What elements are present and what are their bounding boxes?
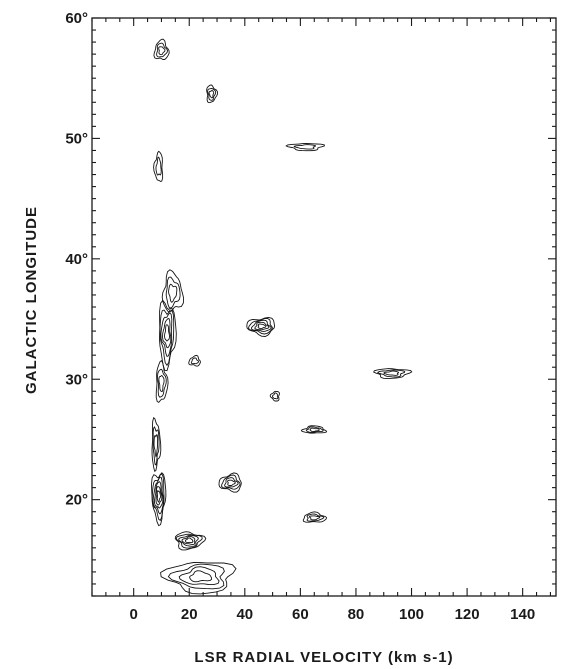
- contour-line: [251, 319, 272, 332]
- contour-line: [373, 368, 413, 380]
- contour-line: [167, 563, 225, 590]
- contour-line: [155, 486, 163, 506]
- contour-line: [178, 534, 199, 547]
- contour-line: [158, 375, 165, 393]
- contour-line: [285, 143, 325, 152]
- axis-ticks: [91, 17, 556, 597]
- contour-line: [208, 89, 215, 99]
- contour-line: [152, 426, 160, 466]
- contour-line: [308, 515, 321, 521]
- contour-line: [272, 392, 279, 400]
- x-tick-label: 100: [399, 606, 424, 623]
- contour-line: [293, 144, 317, 150]
- contour-line: [153, 434, 159, 458]
- contour-line: [161, 269, 184, 313]
- contour-line: [159, 309, 175, 367]
- contour-line: [158, 46, 166, 56]
- contour-line: [153, 38, 170, 60]
- contour-line: [246, 316, 276, 337]
- contour-line: [155, 359, 169, 403]
- contour-line: [155, 156, 162, 176]
- contour-line: [306, 513, 325, 522]
- contour-line: [153, 150, 164, 183]
- contour-line: [224, 477, 239, 488]
- x-tick-labels: 0 20 40 60 80 100 120 140: [130, 606, 536, 623]
- contour-line: [156, 490, 161, 503]
- x-tick-label: 60: [292, 606, 309, 623]
- contour-line: [269, 390, 280, 402]
- contour-line: [160, 562, 237, 595]
- contour-line: [257, 323, 267, 330]
- contour-line: [305, 426, 324, 433]
- contour-line: [178, 566, 220, 586]
- contour-line: [151, 473, 165, 522]
- contour-line: [207, 87, 217, 101]
- contour-line: [181, 535, 196, 546]
- y-axis-title: GALACTIC LONGITUDE: [23, 206, 40, 394]
- y-tick-label: 60°: [65, 10, 88, 27]
- contour-line: [221, 474, 241, 490]
- x-tick-label: 80: [348, 606, 365, 623]
- y-tick-label: 20°: [65, 492, 88, 509]
- contour-line: [218, 472, 242, 493]
- contour-line: [254, 321, 270, 331]
- contour-line: [152, 476, 164, 515]
- contour-line: [248, 318, 273, 335]
- x-tick-label: 0: [130, 606, 138, 623]
- contour-line: [154, 481, 164, 509]
- contour-layer: [151, 38, 413, 595]
- contour-line: [157, 368, 167, 398]
- contour-line: [227, 479, 236, 486]
- contour-line: [302, 511, 328, 523]
- contour-line: [165, 276, 181, 309]
- x-axis-title: LSR RADIAL VELOCITY (km s-1): [194, 649, 453, 666]
- contour-line: [164, 324, 170, 342]
- x-tick-label: 140: [510, 606, 535, 623]
- x-tick-label: 120: [455, 606, 480, 623]
- y-tick-label: 30°: [65, 371, 88, 388]
- y-tick-labels: 20° 30° 40° 50° 60°: [65, 10, 88, 509]
- contour-line: [189, 570, 213, 583]
- contour-line: [376, 369, 406, 378]
- plot-frame: [91, 17, 557, 597]
- x-tick-label: 40: [236, 606, 253, 623]
- contour-line: [300, 425, 328, 434]
- contour-line: [184, 537, 194, 544]
- contour-line: [156, 42, 168, 58]
- contour-line: [188, 354, 201, 367]
- x-tick-label: 20: [181, 606, 198, 623]
- contour-line: [168, 283, 178, 303]
- contour-line: [206, 84, 218, 104]
- contour-line: [190, 357, 199, 365]
- contour-line: [383, 370, 400, 376]
- y-tick-label: 40°: [65, 251, 88, 268]
- contour-line: [162, 317, 172, 349]
- contour-line: [309, 427, 320, 433]
- contour-line: [160, 312, 173, 357]
- contour-line: [175, 533, 203, 549]
- contour-line: [151, 416, 162, 473]
- y-tick-label: 50°: [65, 130, 88, 147]
